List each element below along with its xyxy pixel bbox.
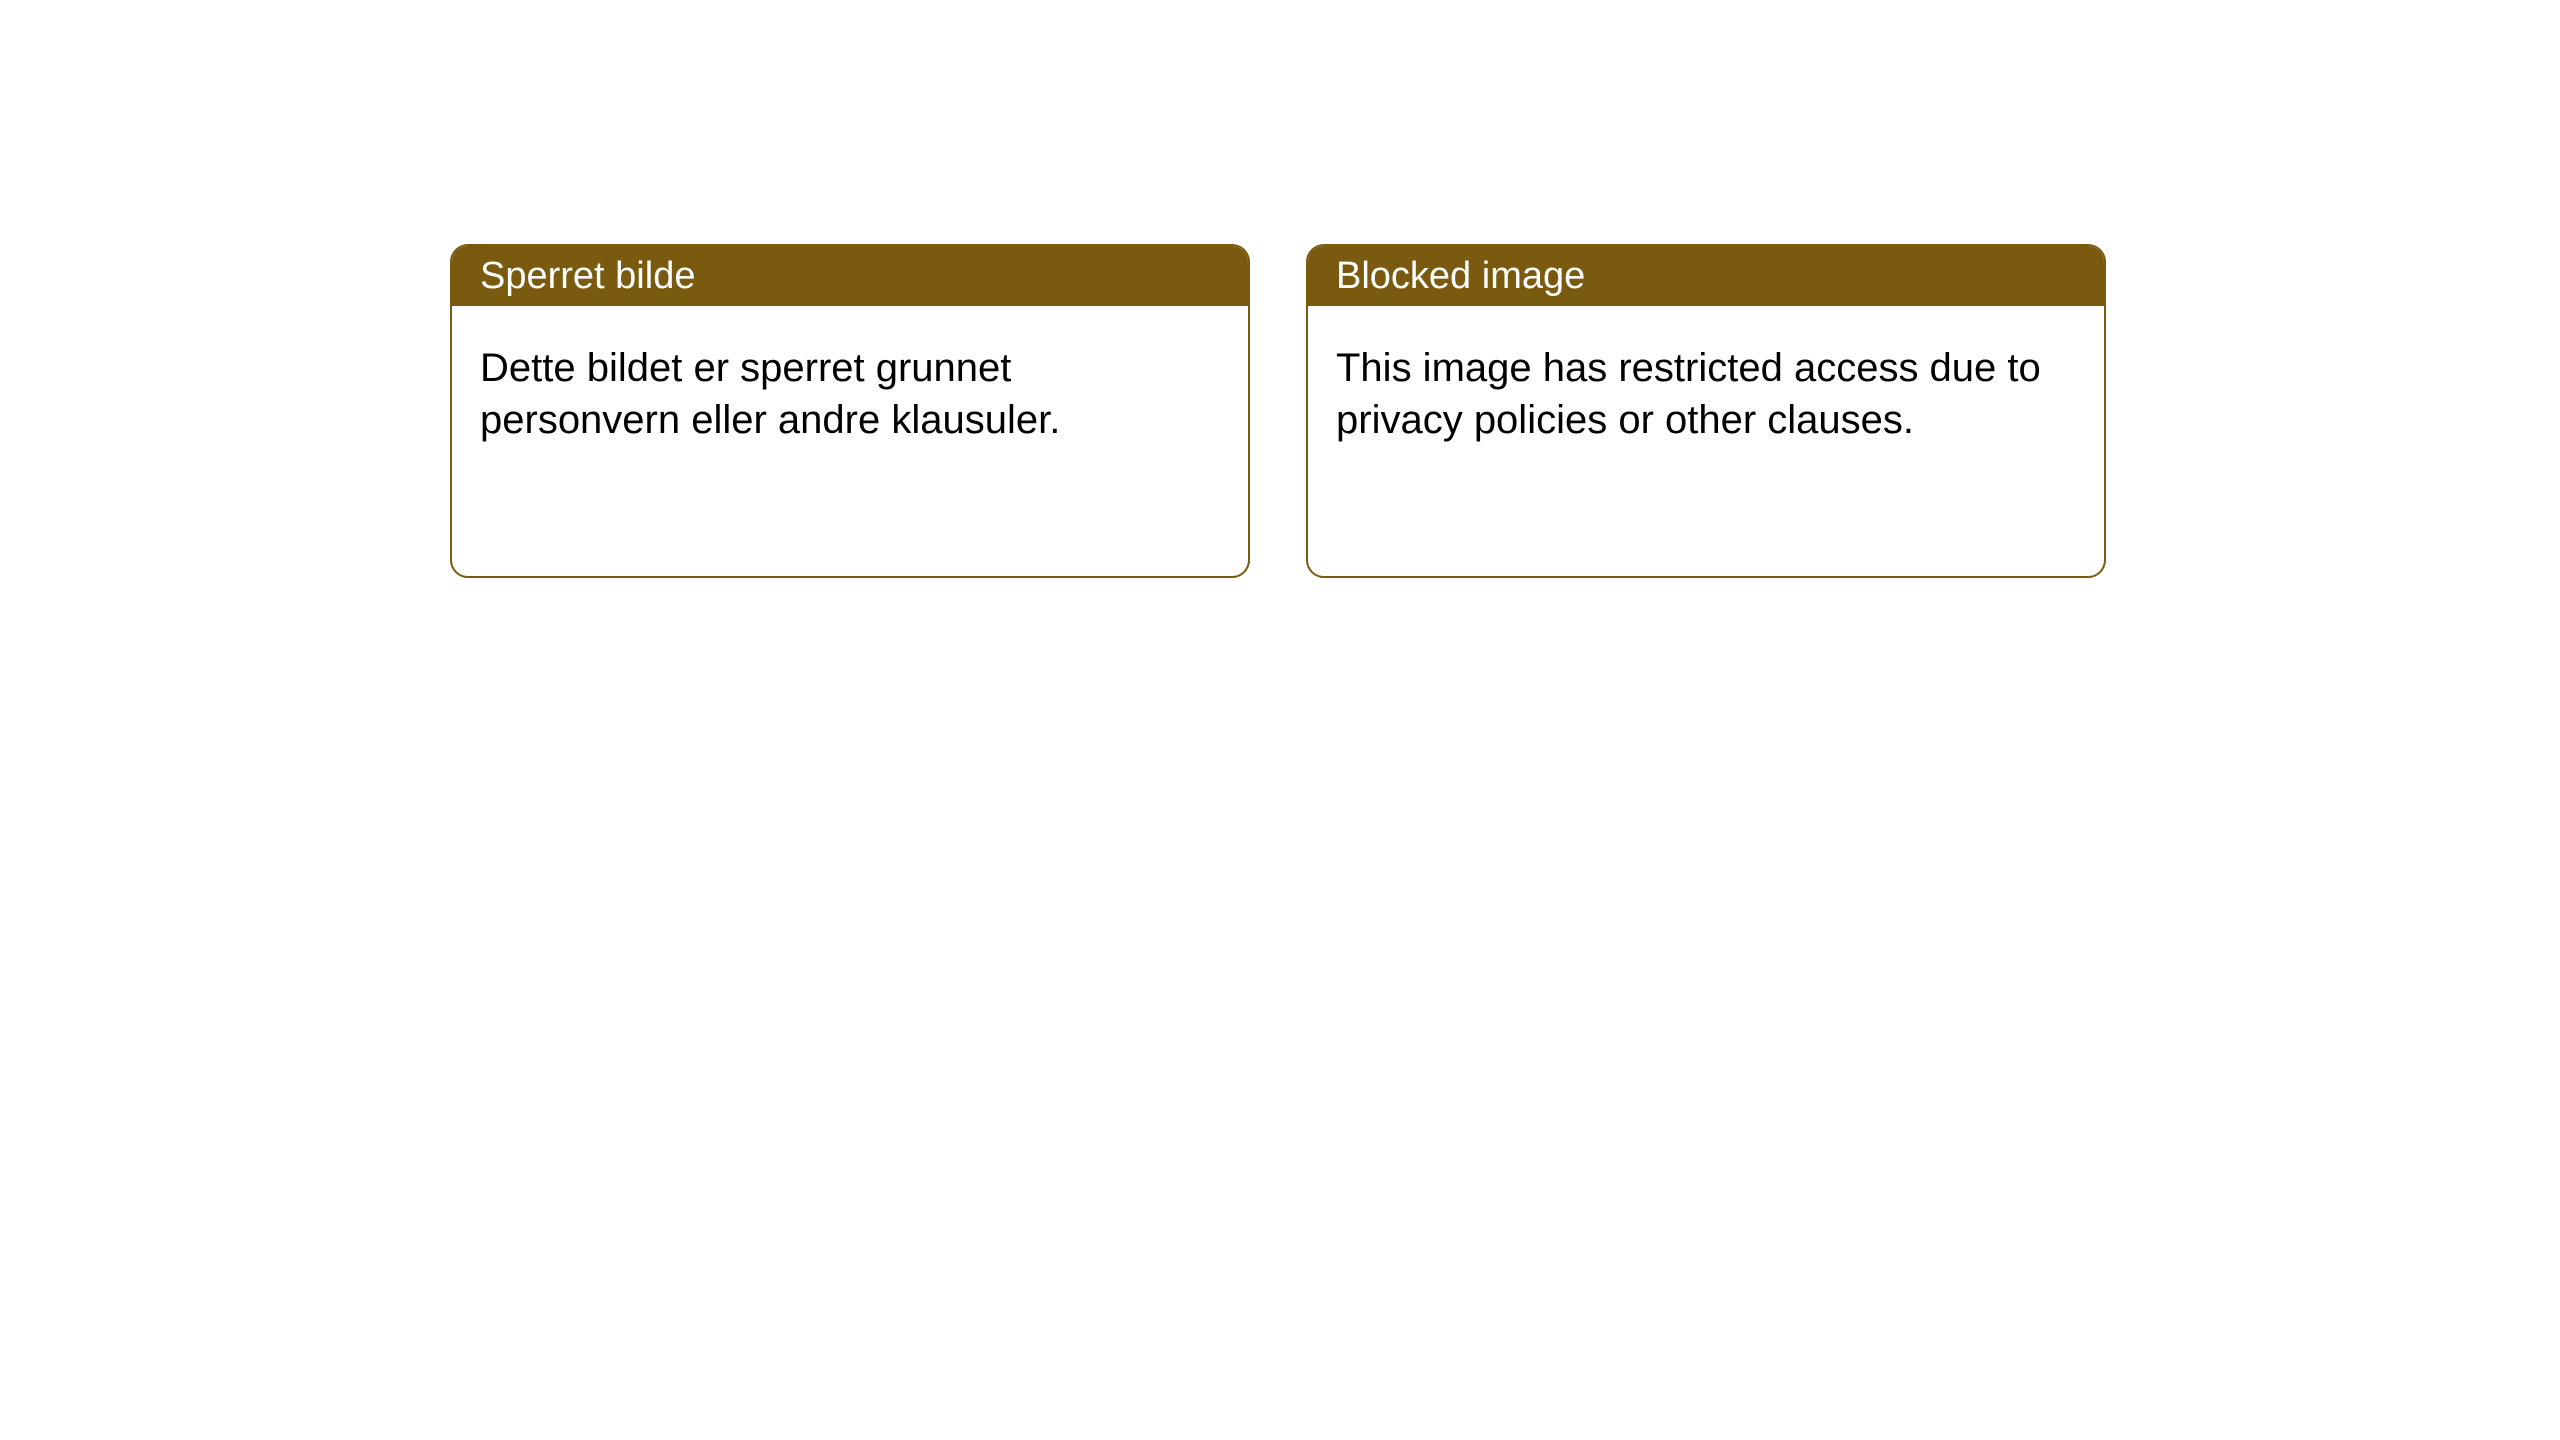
- card-body-text: This image has restricted access due to …: [1336, 346, 2041, 442]
- blocked-image-card-en: Blocked image This image has restricted …: [1306, 244, 2106, 578]
- blocked-image-card-no: Sperret bilde Dette bildet er sperret gr…: [450, 244, 1250, 578]
- card-body: This image has restricted access due to …: [1308, 306, 2104, 482]
- card-body: Dette bildet er sperret grunnet personve…: [452, 306, 1248, 482]
- card-header: Blocked image: [1308, 246, 2104, 306]
- card-title: Sperret bilde: [480, 255, 695, 298]
- card-body-text: Dette bildet er sperret grunnet personve…: [480, 346, 1060, 442]
- card-title: Blocked image: [1336, 255, 1585, 298]
- card-header: Sperret bilde: [452, 246, 1248, 306]
- card-container: Sperret bilde Dette bildet er sperret gr…: [0, 0, 2560, 578]
